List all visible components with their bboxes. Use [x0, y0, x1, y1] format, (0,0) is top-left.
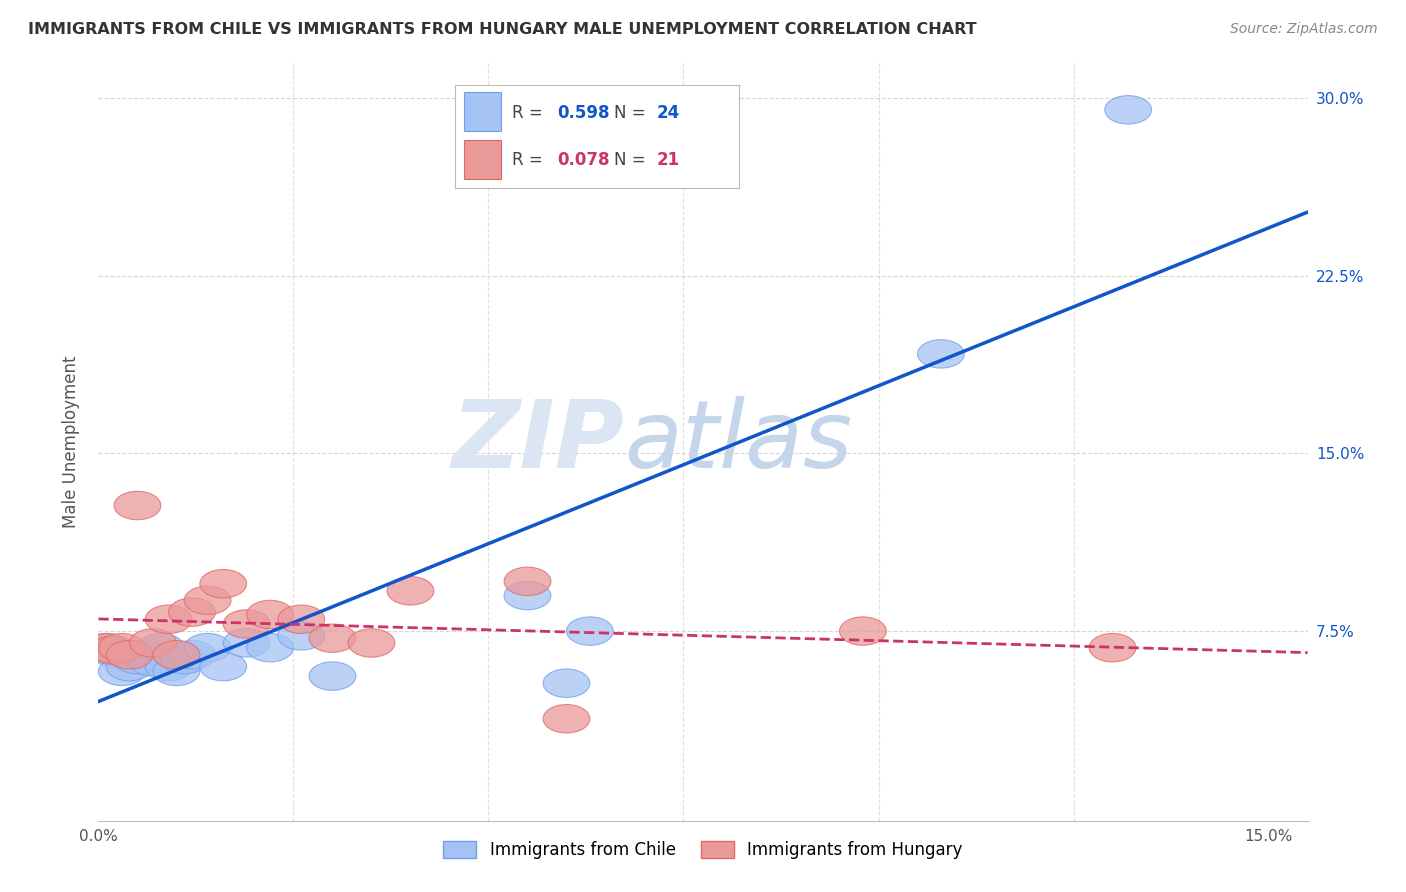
Ellipse shape	[543, 669, 591, 698]
Ellipse shape	[107, 652, 153, 681]
Legend: Immigrants from Chile, Immigrants from Hungary: Immigrants from Chile, Immigrants from H…	[436, 834, 970, 865]
Ellipse shape	[1105, 95, 1152, 124]
Ellipse shape	[145, 605, 193, 633]
Ellipse shape	[153, 640, 200, 669]
Ellipse shape	[1090, 633, 1136, 662]
Ellipse shape	[918, 340, 965, 368]
Ellipse shape	[160, 645, 208, 673]
Ellipse shape	[114, 491, 160, 520]
Ellipse shape	[543, 705, 591, 733]
Ellipse shape	[224, 610, 270, 638]
Ellipse shape	[505, 582, 551, 610]
Ellipse shape	[122, 640, 169, 669]
Ellipse shape	[169, 598, 215, 626]
Ellipse shape	[387, 576, 434, 605]
Ellipse shape	[184, 633, 231, 662]
Ellipse shape	[90, 636, 138, 665]
Ellipse shape	[114, 645, 160, 673]
Ellipse shape	[138, 633, 184, 662]
Text: ZIP: ZIP	[451, 395, 624, 488]
Ellipse shape	[107, 640, 153, 669]
Ellipse shape	[129, 629, 176, 657]
Ellipse shape	[278, 605, 325, 633]
Ellipse shape	[567, 617, 613, 645]
Ellipse shape	[309, 662, 356, 690]
Ellipse shape	[184, 586, 231, 615]
Ellipse shape	[309, 624, 356, 652]
Ellipse shape	[246, 633, 294, 662]
Ellipse shape	[153, 657, 200, 686]
Ellipse shape	[278, 622, 325, 650]
Y-axis label: Male Unemployment: Male Unemployment	[62, 355, 80, 528]
Text: Source: ZipAtlas.com: Source: ZipAtlas.com	[1230, 22, 1378, 37]
Ellipse shape	[169, 640, 215, 669]
Ellipse shape	[839, 617, 886, 645]
Ellipse shape	[83, 633, 129, 662]
Ellipse shape	[200, 569, 246, 598]
Text: IMMIGRANTS FROM CHILE VS IMMIGRANTS FROM HUNGARY MALE UNEMPLOYMENT CORRELATION C: IMMIGRANTS FROM CHILE VS IMMIGRANTS FROM…	[28, 22, 977, 37]
Ellipse shape	[224, 629, 270, 657]
Text: atlas: atlas	[624, 396, 852, 487]
Ellipse shape	[246, 600, 294, 629]
Ellipse shape	[145, 652, 193, 681]
Ellipse shape	[98, 633, 145, 662]
Ellipse shape	[349, 629, 395, 657]
Ellipse shape	[200, 652, 246, 681]
Ellipse shape	[129, 648, 176, 676]
Ellipse shape	[98, 640, 145, 669]
Ellipse shape	[505, 567, 551, 596]
Ellipse shape	[83, 633, 129, 662]
Ellipse shape	[98, 657, 145, 686]
Ellipse shape	[90, 638, 138, 666]
